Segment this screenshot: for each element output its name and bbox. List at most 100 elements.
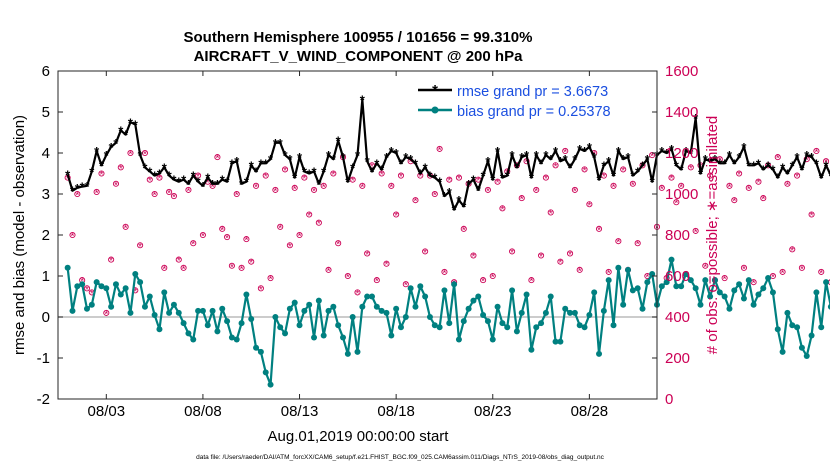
obs-assimilated-marker: * (409, 158, 413, 169)
obs-possible-marker (581, 166, 588, 173)
bias-point (253, 344, 260, 351)
bias-point (83, 305, 90, 312)
obs-possible-marker (170, 192, 177, 200)
y-axis-label-right: # of obs: o=possible; ∗=assimilated (704, 116, 721, 355)
bias-point (103, 285, 110, 292)
obs-possible-marker (639, 162, 646, 169)
rmse-point: * (514, 160, 520, 175)
obs-possible-marker (740, 264, 748, 271)
obs-assimilated-marker: * (71, 232, 75, 243)
bias-point (629, 287, 636, 294)
obs-possible-marker (151, 190, 158, 198)
bias-point (368, 293, 375, 300)
bias-point (282, 330, 289, 337)
obs-possible-marker (224, 233, 231, 241)
obs-possible-marker (219, 225, 226, 232)
rmse-point: * (157, 167, 163, 182)
rmse-point: * (283, 148, 289, 163)
obs-assimilated-marker: * (215, 154, 219, 165)
y-axis-label-left: rmse and bias (model - observation) (11, 115, 28, 355)
rmse-point: * (292, 171, 298, 186)
bias-point (639, 305, 646, 312)
obs-assimilated-marker: * (172, 193, 176, 204)
obs-assimilated-marker: * (370, 162, 374, 173)
obs-assimilated-marker: * (814, 147, 818, 158)
bias-point (296, 322, 303, 329)
obs-possible-marker (233, 190, 240, 198)
bias-point (499, 320, 506, 327)
obs-assimilated-marker: * (544, 174, 548, 185)
obs-assimilated-marker: * (829, 279, 830, 290)
obs-assimilated-marker: * (307, 211, 311, 222)
bias-point (528, 346, 535, 353)
obs-assimilated-marker: * (756, 178, 760, 189)
obs-assimilated-marker: * (336, 240, 340, 251)
bias-point (625, 266, 632, 273)
obs-possible-marker (562, 147, 569, 154)
obs-assimilated-marker: * (404, 281, 408, 292)
bias-point (769, 289, 776, 296)
obs-assimilated-marker: * (549, 209, 553, 220)
rmse-point: * (89, 164, 95, 179)
bias-point (740, 295, 747, 302)
y-tick-label-right: 1200 (665, 145, 698, 162)
obs-assimilated-marker: * (230, 262, 234, 273)
rmse-point: * (770, 162, 776, 177)
rmse-point: * (799, 162, 805, 177)
rmse-point: * (456, 193, 462, 208)
rmse-point: * (196, 175, 202, 190)
obs-assimilated-marker: * (510, 248, 514, 259)
obs-assimilated-marker: * (500, 205, 504, 216)
rmse-point: * (321, 164, 327, 179)
rmse-point: * (191, 169, 197, 184)
obs-possible-marker (185, 186, 192, 193)
rmse-point: * (65, 167, 71, 182)
obs-assimilated-marker: * (747, 184, 751, 195)
rmse-point: * (640, 158, 646, 173)
obs-possible-marker (769, 272, 776, 280)
rmse-point: * (162, 160, 168, 175)
obs-possible-marker (117, 164, 124, 171)
rmse-point: * (215, 177, 221, 192)
obs-assimilated-marker: * (201, 232, 205, 243)
rmse-point: * (529, 171, 535, 186)
bias-point (224, 318, 231, 325)
obs-possible-marker (668, 174, 675, 181)
rmse-point: * (186, 177, 192, 192)
obs-assimilated-marker: * (66, 174, 70, 185)
obs-assimilated-marker: * (602, 172, 606, 183)
bias-point (596, 350, 603, 357)
rmse-point: * (147, 164, 153, 179)
rmse-point: * (568, 160, 574, 175)
obs-assimilated-marker: * (660, 184, 664, 195)
obs-assimilated-marker: * (491, 273, 495, 284)
obs-possible-marker (103, 309, 110, 316)
obs-assimilated-marker: * (824, 158, 828, 169)
y-tick-label-right: 400 (665, 309, 690, 326)
obs-assimilated-marker: * (385, 260, 389, 271)
bias-point (779, 348, 786, 355)
bias-point (417, 283, 424, 290)
obs-possible-marker (571, 186, 578, 193)
obs-possible-marker (557, 258, 564, 265)
rmse-point: * (316, 177, 322, 192)
rmse-point: * (587, 140, 593, 155)
bias-point (151, 311, 158, 318)
obs-possible-marker (552, 162, 559, 169)
obs-possible-marker (335, 240, 342, 247)
rmse-point: * (379, 162, 385, 177)
rmse-point: * (311, 164, 317, 179)
svg-text:*: * (432, 82, 438, 99)
y-tick-label-left: 0 (42, 309, 50, 326)
obs-assimilated-marker: * (254, 182, 258, 193)
rmse-point: * (495, 144, 501, 159)
obs-possible-marker (315, 219, 322, 226)
y-tick-label-left: 4 (42, 145, 50, 162)
y-tick-label-right: 800 (665, 227, 690, 244)
obs-assimilated-marker: * (568, 250, 572, 261)
bias-point (591, 289, 598, 296)
obs-possible-marker (199, 231, 206, 239)
bias-point (402, 314, 409, 320)
bias-point (277, 324, 284, 331)
